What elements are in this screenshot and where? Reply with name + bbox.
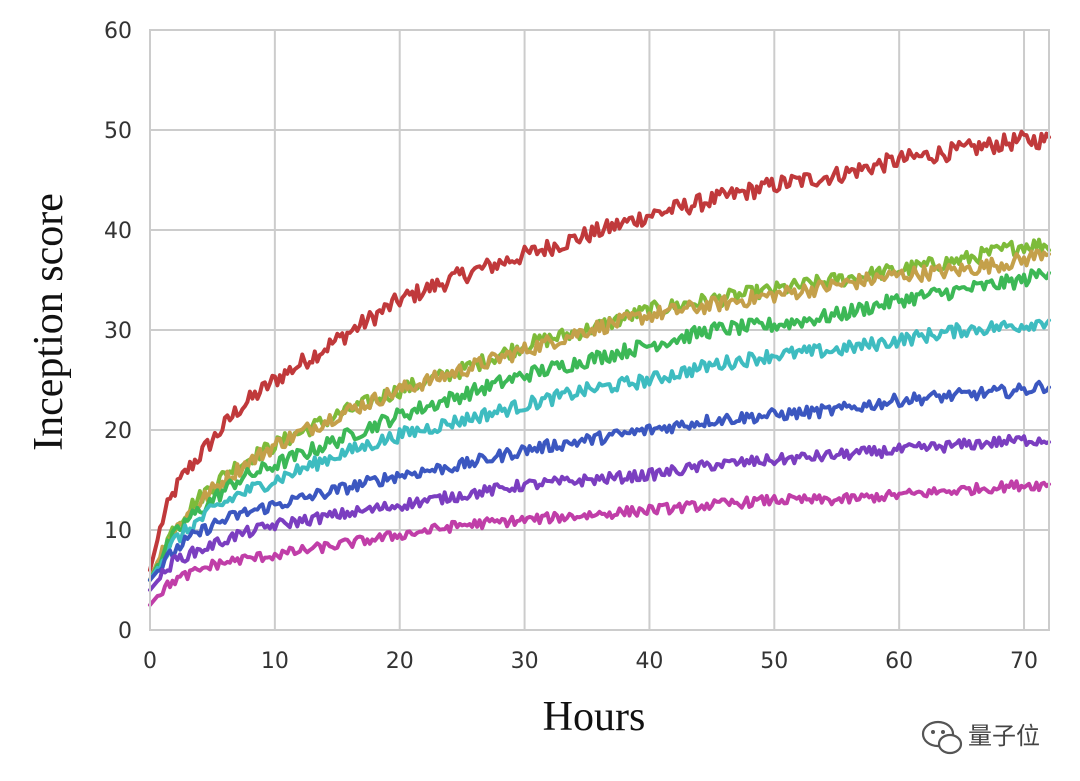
x-tick-labels: 0 10 20 30 40 50 60 70 (143, 649, 1038, 674)
x-tick-label: 30 (511, 649, 539, 674)
series-line-2 (148, 237, 1051, 582)
y-tick-label: 60 (104, 19, 132, 44)
series-line-8 (148, 479, 1051, 607)
series-line-7 (148, 433, 1051, 592)
series-line-1 (148, 129, 1051, 572)
series-line-6 (148, 379, 1051, 582)
y-tick-label: 10 (104, 519, 132, 544)
x-axis-title: Hours (543, 694, 646, 740)
x-tick-label: 20 (386, 649, 414, 674)
y-tick-label: 50 (104, 119, 132, 144)
y-tick-label: 0 (118, 619, 132, 644)
y-axis-title: Inception score (26, 193, 72, 451)
y-tick-label: 20 (104, 419, 132, 444)
series-line-3 (148, 248, 1051, 582)
y-tick-labels: 0 10 20 30 40 50 60 (104, 19, 132, 644)
x-tick-label: 70 (1010, 649, 1038, 674)
series-line-4 (148, 268, 1051, 582)
y-tick-label: 30 (104, 319, 132, 344)
watermark-text: 量子位 (968, 722, 1040, 750)
y-tick-label: 40 (104, 219, 132, 244)
x-tick-label: 40 (635, 649, 663, 674)
x-tick-label: 10 (261, 649, 289, 674)
plot-frame (149, 29, 1050, 631)
x-tick-label: 0 (143, 649, 157, 674)
wechat-icon (921, 720, 963, 755)
x-tick-label: 60 (885, 649, 913, 674)
series-line-5 (148, 318, 1051, 582)
watermark: 量子位 (921, 720, 1040, 755)
series-lines (148, 129, 1051, 607)
x-tick-label: 50 (760, 649, 788, 674)
